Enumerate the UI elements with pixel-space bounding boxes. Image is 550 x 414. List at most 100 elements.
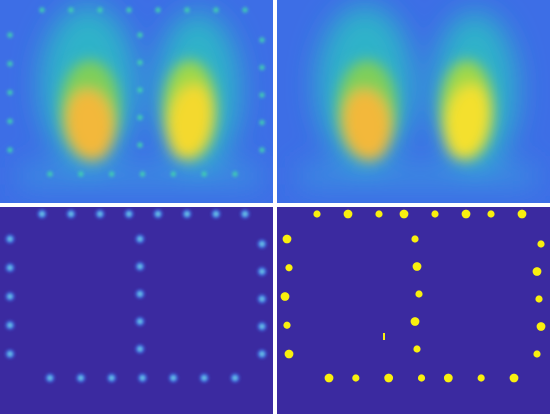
marker-dot (170, 171, 176, 177)
marker-dot (69, 212, 73, 216)
marker-dot (185, 212, 189, 216)
marker-dot (137, 59, 143, 66)
marker-dot (260, 352, 264, 356)
marker-dot (156, 212, 160, 216)
binary-dot (533, 350, 541, 358)
marker-panel (0, 207, 273, 414)
marker-dot (155, 7, 161, 13)
marker-dot (7, 61, 13, 67)
marker-dot (8, 237, 12, 241)
marker-dot (48, 376, 52, 380)
marker-dot (40, 212, 44, 216)
marker-dot (137, 32, 143, 38)
marker-dot (138, 292, 142, 296)
binary-dot (411, 235, 419, 243)
marker-dot (214, 212, 218, 216)
marker-dot (137, 142, 143, 148)
binary-dot (324, 373, 334, 383)
marker-dot (109, 376, 114, 380)
marker-dot (79, 376, 83, 380)
marker-dot (259, 147, 265, 153)
binary-dot (431, 210, 439, 218)
marker-dot (7, 147, 13, 153)
binary-dot (343, 209, 353, 219)
binary-dot (509, 373, 519, 383)
binary-dot (537, 240, 545, 248)
binary-dot (415, 290, 423, 298)
marker-dots (5, 209, 267, 383)
marker-dot (260, 297, 264, 301)
binary-dot (412, 262, 422, 271)
foot (60, 60, 217, 161)
binary-dot (413, 345, 421, 353)
binary-panel (277, 207, 550, 414)
marker-dot (138, 264, 142, 269)
binary-dot (487, 210, 495, 218)
marker-dot (7, 118, 13, 124)
binary-dot (410, 317, 420, 326)
binary-dot (417, 374, 426, 382)
marker-dot (127, 212, 131, 216)
marker-dot (140, 376, 145, 380)
marker-dot (68, 7, 74, 13)
marker-dot (260, 242, 264, 246)
marker-dot (8, 265, 12, 270)
binary-dot (443, 373, 453, 383)
marker-dot (8, 323, 12, 328)
binary-dot (517, 209, 527, 219)
binary-dot (535, 295, 543, 303)
foot (337, 60, 494, 161)
binary-dot (532, 267, 542, 276)
marker-dot (259, 119, 265, 126)
marker-dot (137, 114, 143, 121)
binary-dot (477, 374, 485, 382)
marker-dots (7, 7, 265, 177)
marker-dot (259, 64, 265, 71)
marker-dot (97, 7, 103, 13)
marker-dot (213, 7, 219, 13)
marker-dot (7, 32, 13, 38)
marker-dot (259, 92, 265, 98)
marker-dot (233, 376, 237, 380)
marker-dot (8, 352, 12, 356)
binary-dot (283, 321, 291, 329)
binary-dot (280, 292, 290, 301)
marker-dot (242, 7, 248, 13)
binary-dot (375, 210, 383, 218)
panel-background (0, 207, 273, 414)
marker-dot (137, 87, 143, 93)
marker-dot (138, 347, 142, 351)
marker-dot (39, 7, 45, 13)
marker-dot (8, 294, 12, 299)
binary-dot (461, 209, 471, 219)
binary-dot (282, 234, 292, 244)
marker-dot (202, 376, 206, 380)
marker-dot (139, 171, 146, 177)
marker-dot (47, 171, 53, 177)
marker-dot (243, 212, 247, 216)
binary-dot (313, 210, 321, 218)
binary-dot (285, 264, 293, 272)
marker-dot (184, 7, 190, 13)
marker-dot (109, 171, 115, 177)
marker-dot (138, 319, 142, 324)
marker-dot (232, 171, 238, 177)
marker-dot (259, 37, 265, 43)
marker-dot (126, 7, 132, 13)
marker-dot (260, 324, 264, 329)
marker-dot (201, 171, 207, 177)
binary-dot (352, 374, 360, 382)
binary-dot (284, 349, 294, 359)
marker-dot (171, 376, 176, 380)
marker-dot (98, 212, 102, 216)
binary-fragment (383, 333, 385, 340)
marker-dot (260, 269, 264, 274)
thermal-panel (277, 0, 550, 203)
thermal-panel-dots (0, 0, 273, 203)
marker-dot (78, 171, 84, 177)
marker-dot (7, 89, 13, 96)
binary-dot (399, 209, 409, 219)
marker-dot (138, 237, 142, 241)
binary-dot (384, 373, 394, 383)
